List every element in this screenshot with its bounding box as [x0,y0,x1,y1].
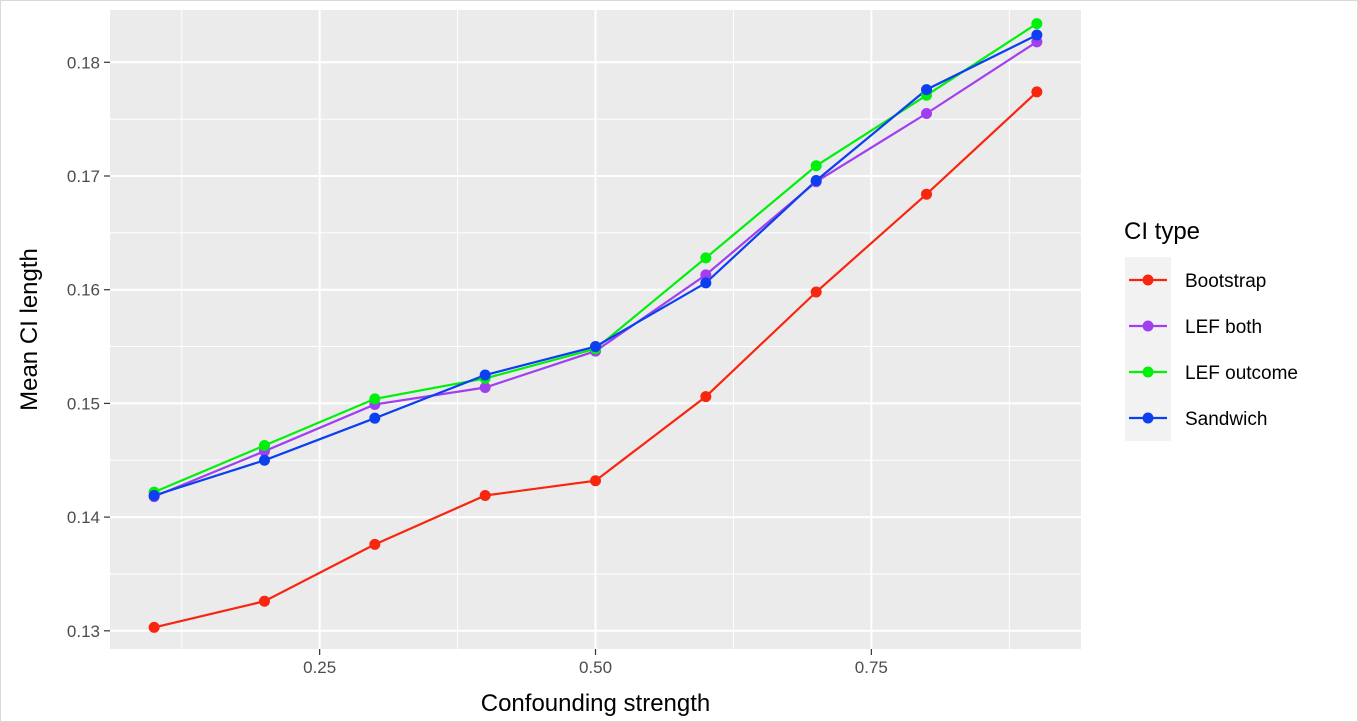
data-point-sandwich [921,84,933,96]
legend: CI type Bootstrap LEF both LEF outcome Sand… [1124,218,1298,441]
data-point-sandwich [810,175,822,187]
legend-title: CI type [1124,218,1200,245]
y-tick-label: 0.15 [67,394,100,413]
legend-key-point-lef-both [1142,320,1154,332]
data-point-bootstrap [921,188,933,200]
major-gridlines [110,10,1081,649]
data-point-bootstrap [258,595,270,607]
data-point-lef-both [921,107,933,119]
legend-key-point-sandwich [1142,412,1154,424]
y-tick-label: 0.13 [67,622,100,641]
data-point-lef-outcome [369,393,381,405]
data-point-lef-outcome [700,252,712,264]
data-point-sandwich [148,490,160,502]
data-point-lef-outcome [258,439,270,451]
x-axis-title: Confounding strength [481,690,711,717]
legend-items: Bootstrap LEF both LEF outcome Sandwich [1125,257,1298,441]
data-point-bootstrap [810,286,822,298]
legend-key-point-lef-outcome [1142,366,1154,378]
legend-label-sandwich: Sandwich [1185,409,1267,430]
x-tick-label: 0.25 [303,658,336,677]
data-point-bootstrap [1031,86,1043,98]
x-axis: 0.25 0.50 0.75 [303,649,888,677]
data-point-bootstrap [148,621,160,633]
data-point-sandwich [1031,29,1043,41]
data-point-lef-both [700,269,712,281]
data-point-sandwich [590,341,601,353]
legend-label-lef-both: LEF both [1185,317,1262,338]
x-tick-label: 0.75 [855,658,888,677]
legend-label-lef-outcome: LEF outcome [1185,363,1298,384]
y-axis-title: Mean CI length [16,248,43,411]
legend-label-bootstrap: Bootstrap [1185,271,1266,292]
y-axis: 0.13 0.14 0.15 0.16 0.17 0.18 [67,53,110,641]
data-point-sandwich [479,369,491,381]
data-point-sandwich [700,277,712,289]
y-tick-label: 0.14 [67,508,100,527]
y-tick-label: 0.18 [67,53,100,72]
data-point-bootstrap [590,475,601,487]
x-tick-label: 0.50 [579,658,612,677]
data-point-bootstrap [369,538,381,550]
y-tick-label: 0.17 [67,167,100,186]
legend-key-point-bootstrap [1142,274,1154,286]
data-point-lef-both [479,381,491,393]
data-point-sandwich [258,454,270,466]
data-point-bootstrap [479,490,491,502]
series-points [148,18,1043,633]
data-point-lef-outcome [1031,18,1043,30]
data-point-sandwich [369,412,381,424]
data-point-bootstrap [700,391,712,403]
data-point-lef-outcome [810,160,822,172]
y-tick-label: 0.16 [67,281,100,300]
